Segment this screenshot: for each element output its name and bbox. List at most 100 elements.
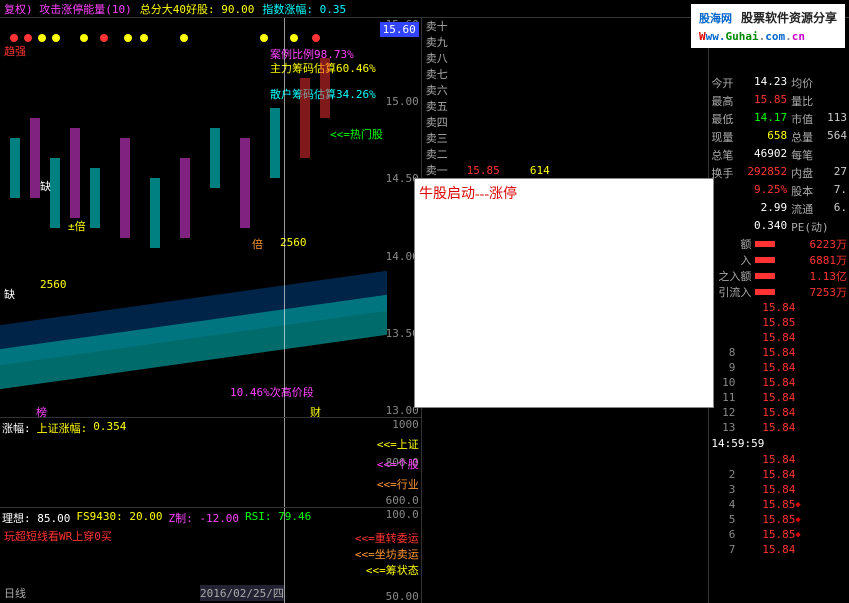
ind1-field: 0.354: [93, 420, 126, 436]
stat-label: PE(动): [789, 218, 825, 236]
chart-dot: [24, 34, 32, 42]
chart-annotation: 缺: [4, 286, 15, 302]
stat-value: 7.: [825, 182, 849, 200]
stat-label: 总量: [789, 128, 825, 146]
chart-dot: [80, 34, 88, 42]
chart-dot: [180, 34, 188, 42]
candle: [240, 138, 250, 228]
candle: [50, 158, 60, 228]
stat-value: 2.99: [745, 200, 789, 218]
candle: [210, 128, 220, 188]
candle: [320, 58, 330, 118]
indicator1[interactable]: 涨幅:上证涨幅:0.354 1000800.0600.0 <<=上证<<=个股<…: [0, 418, 421, 508]
candle: [10, 138, 20, 198]
ticks-top: 15.84 15.85 15.84 815.84 915.84 1015.84 …: [709, 300, 849, 435]
stat-value: 9.25%: [745, 182, 789, 200]
stat-label: 内盘: [789, 164, 825, 182]
tick-row: 15.84: [709, 330, 849, 345]
date-label: 2016/02/25/四: [200, 585, 284, 601]
sell-row[interactable]: 卖十: [422, 18, 709, 34]
stat-label: [709, 200, 745, 218]
chart-dot: [10, 34, 18, 42]
tick-row: 1015.84: [709, 375, 849, 390]
stat-value: 14.23: [745, 74, 789, 92]
ind1-header: 涨幅:上证涨幅:0.354: [0, 418, 421, 438]
price-box: 15.60: [380, 22, 419, 37]
ind2-field: 理想: 85.00: [2, 510, 70, 526]
tick-row: 15.84: [709, 452, 849, 467]
stat-label: 今开: [709, 74, 745, 92]
stat-label: 市值: [789, 110, 825, 128]
stat-label: 股本: [789, 182, 825, 200]
tick-row: 315.84: [709, 482, 849, 497]
tick-row: 815.84: [709, 345, 849, 360]
main-chart[interactable]: 15.6015.0014.5014.0013.5013.00 15.60 案例比…: [0, 18, 421, 418]
candle: [300, 78, 310, 158]
stat-value: 14.17: [745, 110, 789, 128]
candle: [90, 168, 100, 228]
stat-label: 最高: [709, 92, 745, 110]
topbar-t3: 指数涨幅: 0.35: [262, 1, 346, 17]
ind2-overlay: 玩超短线看WR上穿0买: [4, 528, 112, 544]
sell-row[interactable]: 卖六: [422, 82, 709, 98]
sell-row[interactable]: 卖八: [422, 50, 709, 66]
tick-row: 415.85◆: [709, 497, 849, 512]
ind2-field: Z制: -12.00: [168, 510, 239, 526]
stat-value: [825, 92, 849, 110]
tick-row: 915.84: [709, 360, 849, 375]
sell-row[interactable]: 卖三: [422, 130, 709, 146]
chart-annotation: 财: [310, 404, 321, 418]
watermark-cn: 股海网: [699, 12, 732, 25]
tick-row: 215.84: [709, 467, 849, 482]
tick-row: 15.84: [709, 300, 849, 315]
tick-row: 715.84: [709, 542, 849, 557]
topbar-t2: 总分大40好股: 90.00: [140, 1, 255, 17]
stat-value: [825, 74, 849, 92]
chart-dot: [52, 34, 60, 42]
sell-row[interactable]: 卖二: [422, 146, 709, 162]
chart-annotation: 2560: [40, 278, 67, 291]
crosshair: [284, 418, 285, 507]
flow-row: 额 6223万: [709, 236, 849, 252]
flow-row: 引流入 7253万: [709, 284, 849, 300]
stat-value: 6.: [825, 200, 849, 218]
flow-row: 入 6881万: [709, 252, 849, 268]
chart-dot: [260, 34, 268, 42]
candle: [30, 118, 40, 198]
timestamp: 14:59:59: [709, 435, 849, 452]
stat-label: 现量: [709, 128, 745, 146]
chart-annotation: <<=热门股: [330, 126, 383, 142]
tick-row: 615.85◆: [709, 527, 849, 542]
ind2-field: RSI: 79.46: [245, 510, 311, 526]
candle: [180, 158, 190, 238]
sell-row[interactable]: 卖九: [422, 34, 709, 50]
stats-grid: 今开 14.23 均价 最高 15.85 量比 最低 14.17 市值 113现…: [709, 74, 849, 236]
chart-annotation: 10.46%次高价段: [230, 384, 314, 400]
crosshair: [284, 18, 285, 417]
money-flows: 额 6223万 入 6881万 之入额 1.13亿 引流入 7253万: [709, 236, 849, 300]
chart-annotation: 趋强: [4, 43, 26, 59]
indicator2[interactable]: 理想: 85.00FS9430: 20.00Z制: -12.00RSI: 79.…: [0, 508, 421, 603]
tick-row: 15.85: [709, 315, 849, 330]
chart-dot: [140, 34, 148, 42]
crosshair: [284, 508, 285, 603]
ind1-field: 上证涨幅:: [37, 420, 88, 436]
sell-row[interactable]: 卖五: [422, 98, 709, 114]
sell-row[interactable]: 卖四: [422, 114, 709, 130]
alert-popup[interactable]: 牛股启动---涨停: [414, 178, 714, 408]
stat-label: 均价: [789, 74, 825, 92]
chart-dot: [100, 34, 108, 42]
stat-value: 564: [825, 128, 849, 146]
sell-row[interactable]: 卖七: [422, 66, 709, 82]
topbar-t1: 复权) 攻击涨停能量(10): [4, 1, 132, 17]
stat-value: 15.85: [745, 92, 789, 110]
alert-title: 牛股启动---涨停: [415, 179, 713, 207]
ind1-series-label: <<=个股: [377, 456, 419, 472]
sell-row[interactable]: 卖一 15.85 614: [422, 162, 709, 178]
stat-value: 0.340: [745, 218, 789, 236]
stat-value: [825, 146, 849, 164]
stat-label: 每笔: [789, 146, 825, 164]
ind1-series-label: <<=上证: [377, 436, 419, 452]
ind2-series-label: <<=重转委运: [355, 530, 419, 546]
candle: [270, 108, 280, 178]
